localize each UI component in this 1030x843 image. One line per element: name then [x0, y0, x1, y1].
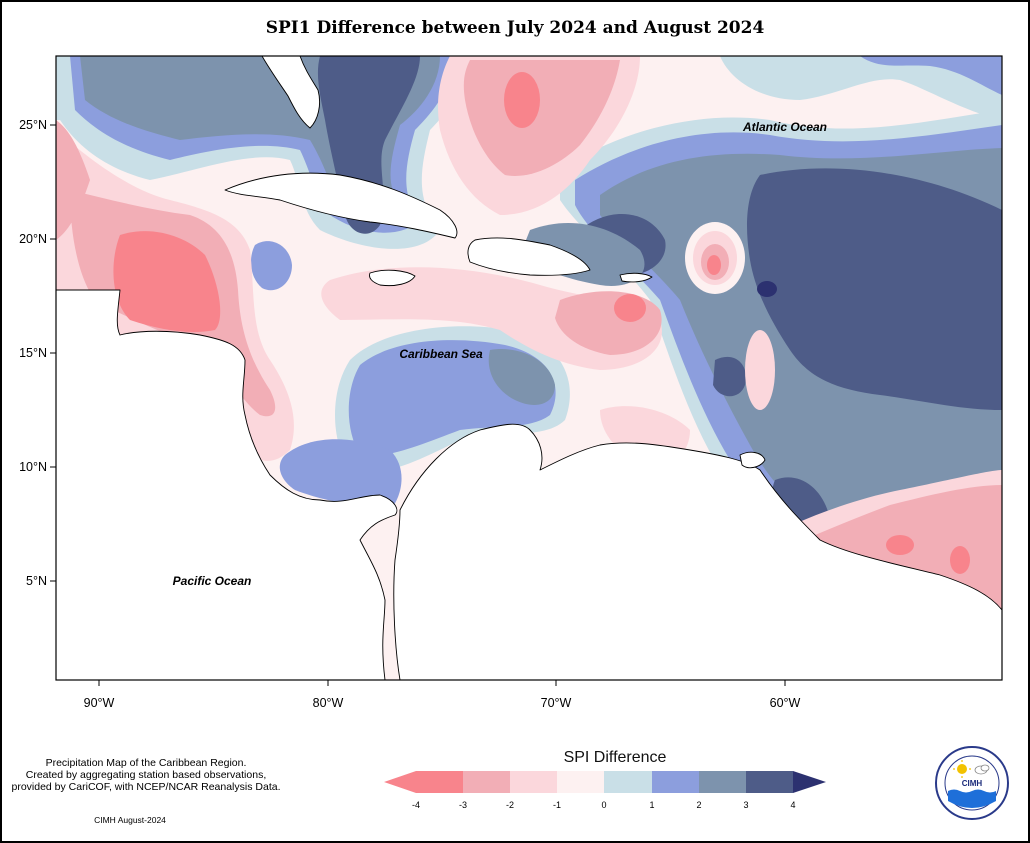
puerto-rico	[619, 272, 653, 283]
pacific-ocean-label: Pacific Ocean	[173, 574, 252, 588]
legend-swatch-2	[699, 771, 746, 793]
logo-text: CIMH	[962, 779, 983, 788]
hispaniola	[467, 237, 591, 276]
map-title: SPI1 Difference between July 2024 and Au…	[265, 18, 765, 38]
legend-tick: -1	[553, 800, 561, 810]
legend-swatch-neg3	[463, 771, 510, 793]
credit-text: CIMH August-2024	[94, 815, 166, 825]
legend-swatch-neg4	[416, 771, 463, 793]
cloud-icon	[974, 764, 990, 775]
atlantic-ocean-label: Atlantic Ocean	[742, 120, 827, 134]
legend-tick: 0	[601, 800, 606, 810]
lat-tick-5n: 5°N	[26, 574, 47, 588]
legend-title: SPI Difference	[563, 749, 667, 766]
lat-tick-15n: 15°N	[19, 346, 47, 360]
legend-tick: 3	[743, 800, 748, 810]
lon-tick-90w: 90°W	[84, 696, 115, 710]
legend-swatch-neg1	[557, 771, 604, 793]
note-line: provided by CariCOF, with NCEP/NCAR Rean…	[11, 781, 281, 793]
legend-tick: 2	[696, 800, 701, 810]
lat-tick-10n: 10°N	[19, 460, 47, 474]
legend-colorbar	[384, 771, 826, 793]
lon-tick-70w: 70°W	[541, 696, 572, 710]
legend-swatch-1	[652, 771, 699, 793]
florida	[261, 56, 321, 129]
description-note: Precipitation Map of the Caribbean Regio…	[0, 757, 292, 793]
note-line: Precipitation Map of the Caribbean Regio…	[45, 757, 247, 769]
jamaica	[369, 269, 416, 287]
cuba	[224, 172, 458, 239]
lon-tick-80w: 80°W	[313, 696, 344, 710]
legend-tick: -2	[506, 800, 514, 810]
central-america	[56, 289, 398, 680]
lat-tick-20n: 20°N	[19, 232, 47, 246]
lat-tick-25n: 25°N	[19, 118, 47, 132]
cimh-logo: CIMH	[935, 746, 1009, 820]
map-border	[55, 55, 1003, 681]
legend-swatch-0	[604, 771, 652, 793]
legend-tick: 1	[649, 800, 654, 810]
waves-icon	[948, 789, 996, 808]
spi-field	[56, 56, 1002, 680]
lon-tick-60w: 60°W	[770, 696, 801, 710]
legend-tick: 4	[790, 800, 795, 810]
legend-swatch-neg2	[510, 771, 557, 793]
legend-swatch-gt-4	[793, 771, 826, 793]
legend-tick: -4	[412, 800, 420, 810]
land-masses	[56, 56, 1002, 680]
note-line: Created by aggregating station based obs…	[25, 769, 267, 781]
sun-icon	[953, 760, 971, 778]
legend-swatch-lt-4	[384, 771, 416, 793]
legend-swatch-3	[746, 771, 793, 793]
caribbean-sea-label: Caribbean Sea	[399, 347, 483, 361]
strong-positive-zone	[747, 168, 1002, 410]
trinidad	[739, 451, 766, 469]
legend-tick: -3	[459, 800, 467, 810]
